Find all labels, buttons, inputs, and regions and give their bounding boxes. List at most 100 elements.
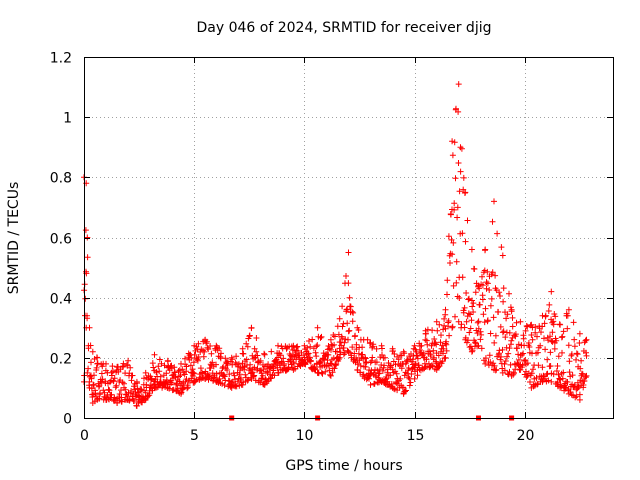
data-point <box>573 356 579 363</box>
data-point <box>125 357 132 364</box>
data-point <box>313 353 320 360</box>
data-point <box>449 251 456 258</box>
data-point <box>508 337 515 344</box>
data-point <box>373 359 380 366</box>
data-point <box>532 329 539 336</box>
data-point <box>301 342 308 349</box>
data-point <box>287 357 294 364</box>
data-point <box>406 375 413 382</box>
data-point <box>469 303 476 310</box>
data-point <box>341 339 348 346</box>
data-point <box>345 336 351 343</box>
data-point <box>301 360 308 367</box>
data-point <box>357 362 364 369</box>
data-point <box>369 344 376 351</box>
data-point <box>187 362 194 369</box>
data-point <box>486 352 493 359</box>
data-point <box>86 384 93 391</box>
data-point <box>467 325 474 332</box>
data-point <box>346 294 353 301</box>
data-point <box>468 317 475 324</box>
data-point <box>445 319 452 326</box>
data-point <box>522 327 529 334</box>
data-point <box>441 315 448 322</box>
data-point <box>520 335 527 342</box>
data-point <box>344 320 351 327</box>
data-point <box>430 347 437 354</box>
y-tick-label: 1.2 <box>50 51 72 67</box>
data-point <box>573 393 580 400</box>
data-point <box>436 321 443 328</box>
data-point <box>378 342 385 349</box>
data-point <box>414 353 421 359</box>
data-point <box>472 339 479 346</box>
data-point <box>314 369 321 376</box>
data-point <box>462 189 469 196</box>
data-point <box>497 356 504 363</box>
data-point <box>499 252 506 259</box>
data-point <box>535 362 542 369</box>
data-point <box>508 372 515 379</box>
data-point <box>367 339 374 346</box>
data-point <box>565 390 572 397</box>
data-point <box>264 368 271 375</box>
data-point <box>583 336 590 343</box>
data-point <box>247 361 254 368</box>
data-point <box>113 382 120 389</box>
data-point <box>345 249 352 256</box>
data-point <box>442 311 449 318</box>
data-point <box>530 366 536 373</box>
data-point <box>505 350 512 357</box>
data-point <box>484 280 491 287</box>
data-point <box>572 394 579 401</box>
data-point <box>484 317 491 324</box>
data-point <box>559 333 566 340</box>
data-point <box>202 336 209 343</box>
data-point <box>234 378 241 385</box>
data-point <box>89 400 96 406</box>
data-point <box>156 368 163 375</box>
x-tick-label: 15 <box>407 428 425 444</box>
data-point <box>240 350 247 357</box>
data-point <box>452 313 458 320</box>
data-point <box>314 324 321 331</box>
data-point <box>514 345 521 352</box>
data-point <box>251 372 258 379</box>
x-axis-label: GPS time / hours <box>285 458 402 474</box>
data-point <box>453 279 460 286</box>
data-point <box>239 381 246 388</box>
data-point <box>261 350 268 357</box>
data-point <box>178 360 184 367</box>
data-point <box>551 345 558 352</box>
data-point <box>251 364 258 371</box>
data-point <box>131 386 138 393</box>
data-point <box>233 383 240 390</box>
data-point <box>387 372 394 379</box>
data-point <box>578 370 585 377</box>
data-point <box>461 304 468 311</box>
data-point <box>88 375 95 382</box>
data-point <box>90 382 97 389</box>
data-point <box>456 188 463 195</box>
data-point <box>574 351 581 358</box>
data-point <box>213 342 220 349</box>
data-point <box>458 145 465 152</box>
data-point <box>557 321 564 328</box>
data-point <box>517 366 524 373</box>
data-point <box>455 81 462 88</box>
data-point <box>271 372 278 379</box>
data-point <box>566 369 573 376</box>
data-point <box>125 396 132 403</box>
data-point <box>490 360 497 367</box>
data-point <box>309 336 316 343</box>
data-point <box>151 384 158 391</box>
data-point <box>418 342 425 349</box>
data-point <box>201 348 208 355</box>
data-point <box>569 372 576 379</box>
data-point <box>491 362 498 369</box>
data-point <box>487 359 494 366</box>
data-point <box>544 356 551 363</box>
data-point <box>333 361 340 368</box>
data-point <box>510 369 517 376</box>
data-point <box>465 296 472 303</box>
